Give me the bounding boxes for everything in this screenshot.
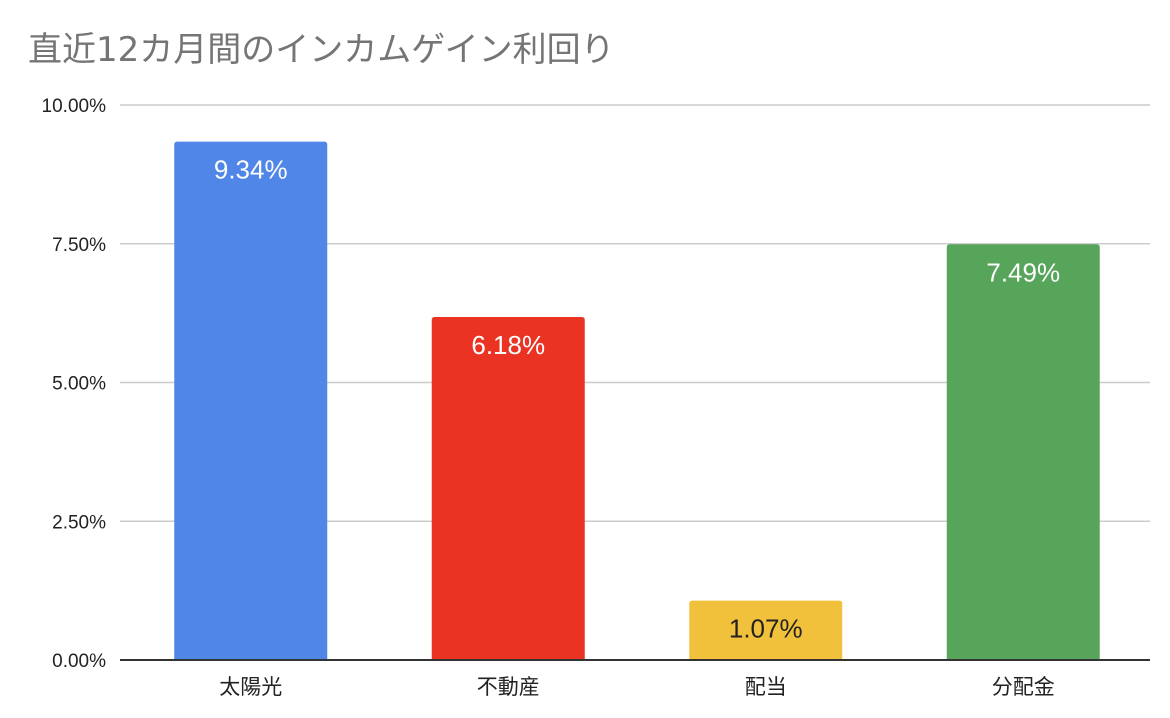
category-label-1: 太陽光 [219, 675, 282, 699]
x-axis-categories: 太陽光 不動産 配当 分配金 [219, 675, 1055, 699]
bar-4 [946, 244, 1100, 660]
category-label-4: 分配金 [992, 675, 1055, 699]
y-tick-label: 0.00% [52, 651, 106, 672]
data-label-3: 1.07% [729, 614, 803, 644]
bar-3 [689, 600, 843, 660]
category-label-3: 配当 [745, 675, 787, 699]
y-tick-label: 7.50% [52, 235, 106, 256]
chart-title: 直近12カ月間のインカムゲイン利回り [28, 30, 615, 70]
data-label-2: 6.18% [471, 330, 545, 360]
y-tick-label: 10.00% [42, 96, 107, 117]
y-tick-label: 5.00% [52, 374, 106, 395]
bar-2 [431, 317, 585, 660]
y-axis-ticks: 0.00% 2.50% 5.00% 7.50% 10.00% [42, 96, 107, 672]
data-label-1: 9.34% [214, 155, 288, 185]
bars: 9.34% 6.18% 1.07% 7.49% [174, 141, 1100, 660]
data-label-4: 7.49% [986, 257, 1060, 287]
y-tick-label: 2.50% [52, 512, 106, 533]
category-label-2: 不動産 [477, 675, 540, 699]
bar-1 [174, 141, 328, 660]
